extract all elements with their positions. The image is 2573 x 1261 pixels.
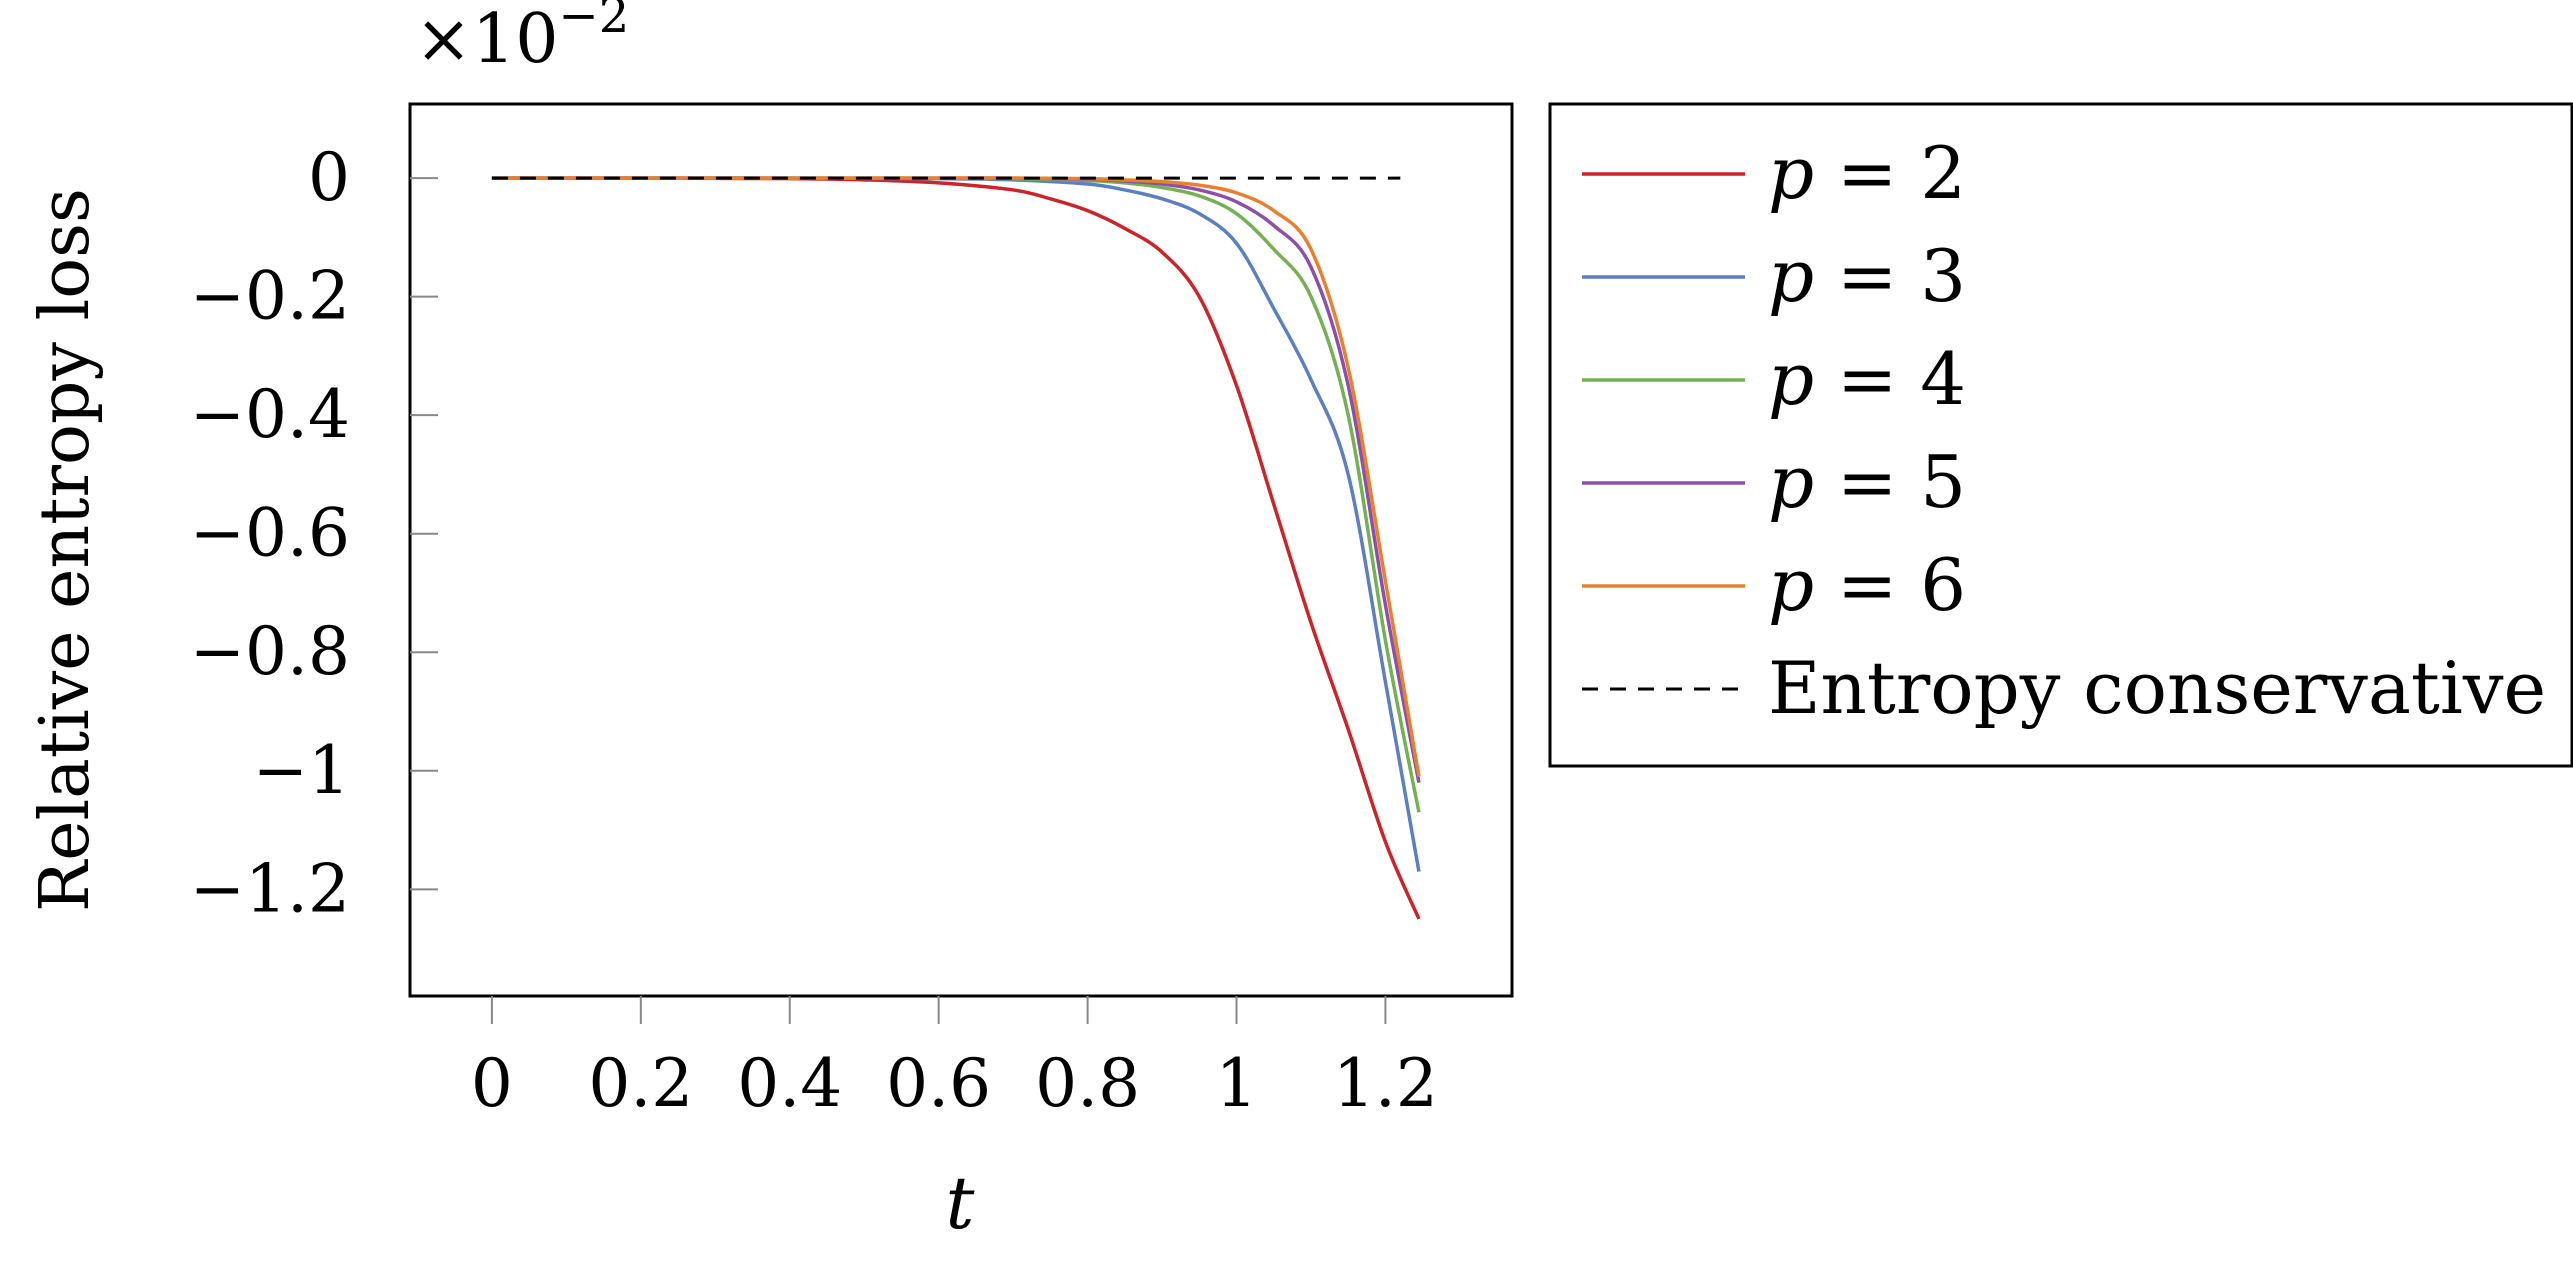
legend-entries: p = 2 p = 3 p = 4 p = 5 p = 6 Entropy conserv… — [1582, 131, 2546, 730]
series-line-p5 — [491, 176, 1421, 783]
y-scale-base: ×10 — [415, 0, 559, 79]
legend-label-p5: p = 5 — [1768, 440, 1966, 524]
legend-frame — [1548, 102, 2573, 768]
x-tick-label: 0 — [471, 1045, 513, 1122]
x-tick-label: 0.8 — [1035, 1045, 1140, 1122]
legend-label-entropy-conservative: Entropy conservative — [1768, 646, 2546, 730]
x-tick-label: 0.4 — [737, 1045, 842, 1122]
legend-label-p3: p = 3 — [1768, 234, 1966, 318]
y-axis-label: Relative entropy loss — [26, 188, 105, 912]
y-tick-label: 0 — [308, 139, 350, 216]
x-tick-label: 1.2 — [1333, 1045, 1438, 1122]
legend-label-p6: p = 6 — [1768, 543, 1966, 627]
y-tick-label: −0.4 — [190, 376, 350, 453]
y-tick-label: −1 — [253, 732, 350, 809]
x-tick-label: 0.2 — [588, 1045, 693, 1122]
plot-area-frame — [408, 102, 1514, 998]
series-layer — [491, 176, 1421, 920]
axis-ticks — [410, 177, 1387, 1024]
y-axis-scale-factor: ×10−2 — [415, 0, 629, 79]
legend-label-p4: p = 4 — [1768, 337, 1966, 421]
x-tick-label: 1 — [1216, 1045, 1258, 1122]
legend: p = 2 p = 3 p = 4 p = 5 p = 6 Entropy conserv… — [1548, 102, 2573, 768]
y-tick-label: −0.6 — [190, 495, 350, 572]
axis-tick-labels: 0 0.2 0.4 0.6 0.8 1 1.2 0 −0.2 −0.4 −0.6 −0.8 −1 −1.2 — [190, 139, 1438, 1122]
legend-label-p2: p = 2 — [1768, 131, 1966, 215]
series-line-p2 — [491, 176, 1421, 920]
series-line-p4 — [491, 176, 1421, 813]
y-tick-label: −0.2 — [190, 258, 350, 335]
y-tick-label: −1.2 — [190, 850, 350, 927]
x-axis-label: t — [946, 1161, 976, 1245]
series-line-p6 — [491, 176, 1421, 777]
x-tick-label: 0.6 — [886, 1045, 991, 1122]
y-tick-label: −0.8 — [190, 613, 350, 690]
y-scale-exponent: −2 — [559, 0, 630, 44]
